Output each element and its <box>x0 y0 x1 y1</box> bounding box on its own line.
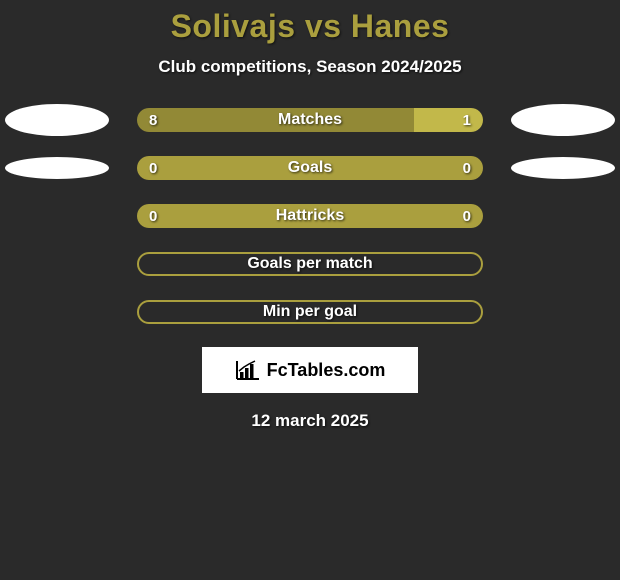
bar-label: Min per goal <box>139 302 481 322</box>
stat-row: Goals per match <box>0 251 620 277</box>
chart-icon <box>235 359 261 381</box>
bar-segment-left <box>137 156 310 180</box>
right-value: 1 <box>463 108 471 132</box>
bar-segment-left <box>137 108 414 132</box>
stat-bar: 00Hattricks <box>137 204 483 228</box>
logo: FcTables.com <box>235 359 386 381</box>
stat-row: Min per goal <box>0 299 620 325</box>
stat-bar: Min per goal <box>137 300 483 324</box>
logo-box: FcTables.com <box>202 347 418 393</box>
bar-segment-right <box>310 156 483 180</box>
logo-text: FcTables.com <box>267 360 386 381</box>
bar-segment-right <box>310 204 483 228</box>
subtitle: Club competitions, Season 2024/2025 <box>0 57 620 77</box>
right-team-icon <box>511 104 615 136</box>
left-value: 0 <box>149 156 157 180</box>
left-value: 0 <box>149 204 157 228</box>
bar-segment-left <box>137 204 310 228</box>
left-team-icon <box>5 104 109 136</box>
right-value: 0 <box>463 204 471 228</box>
stat-bar: 00Goals <box>137 156 483 180</box>
left-team-icon <box>5 157 109 179</box>
stat-row: 00Goals <box>0 155 620 181</box>
date-label: 12 march 2025 <box>0 411 620 431</box>
bars-container: 81Matches00Goals00HattricksGoals per mat… <box>0 107 620 325</box>
stat-bar: Goals per match <box>137 252 483 276</box>
stat-bar: 81Matches <box>137 108 483 132</box>
stat-row: 81Matches <box>0 107 620 133</box>
bar-segment-right <box>414 108 483 132</box>
right-team-icon <box>511 157 615 179</box>
bar-label: Goals per match <box>139 254 481 274</box>
stat-row: 00Hattricks <box>0 203 620 229</box>
comparison-card: Solivajs vs Hanes Club competitions, Sea… <box>0 0 620 431</box>
right-value: 0 <box>463 156 471 180</box>
page-title: Solivajs vs Hanes <box>0 8 620 45</box>
left-value: 8 <box>149 108 157 132</box>
